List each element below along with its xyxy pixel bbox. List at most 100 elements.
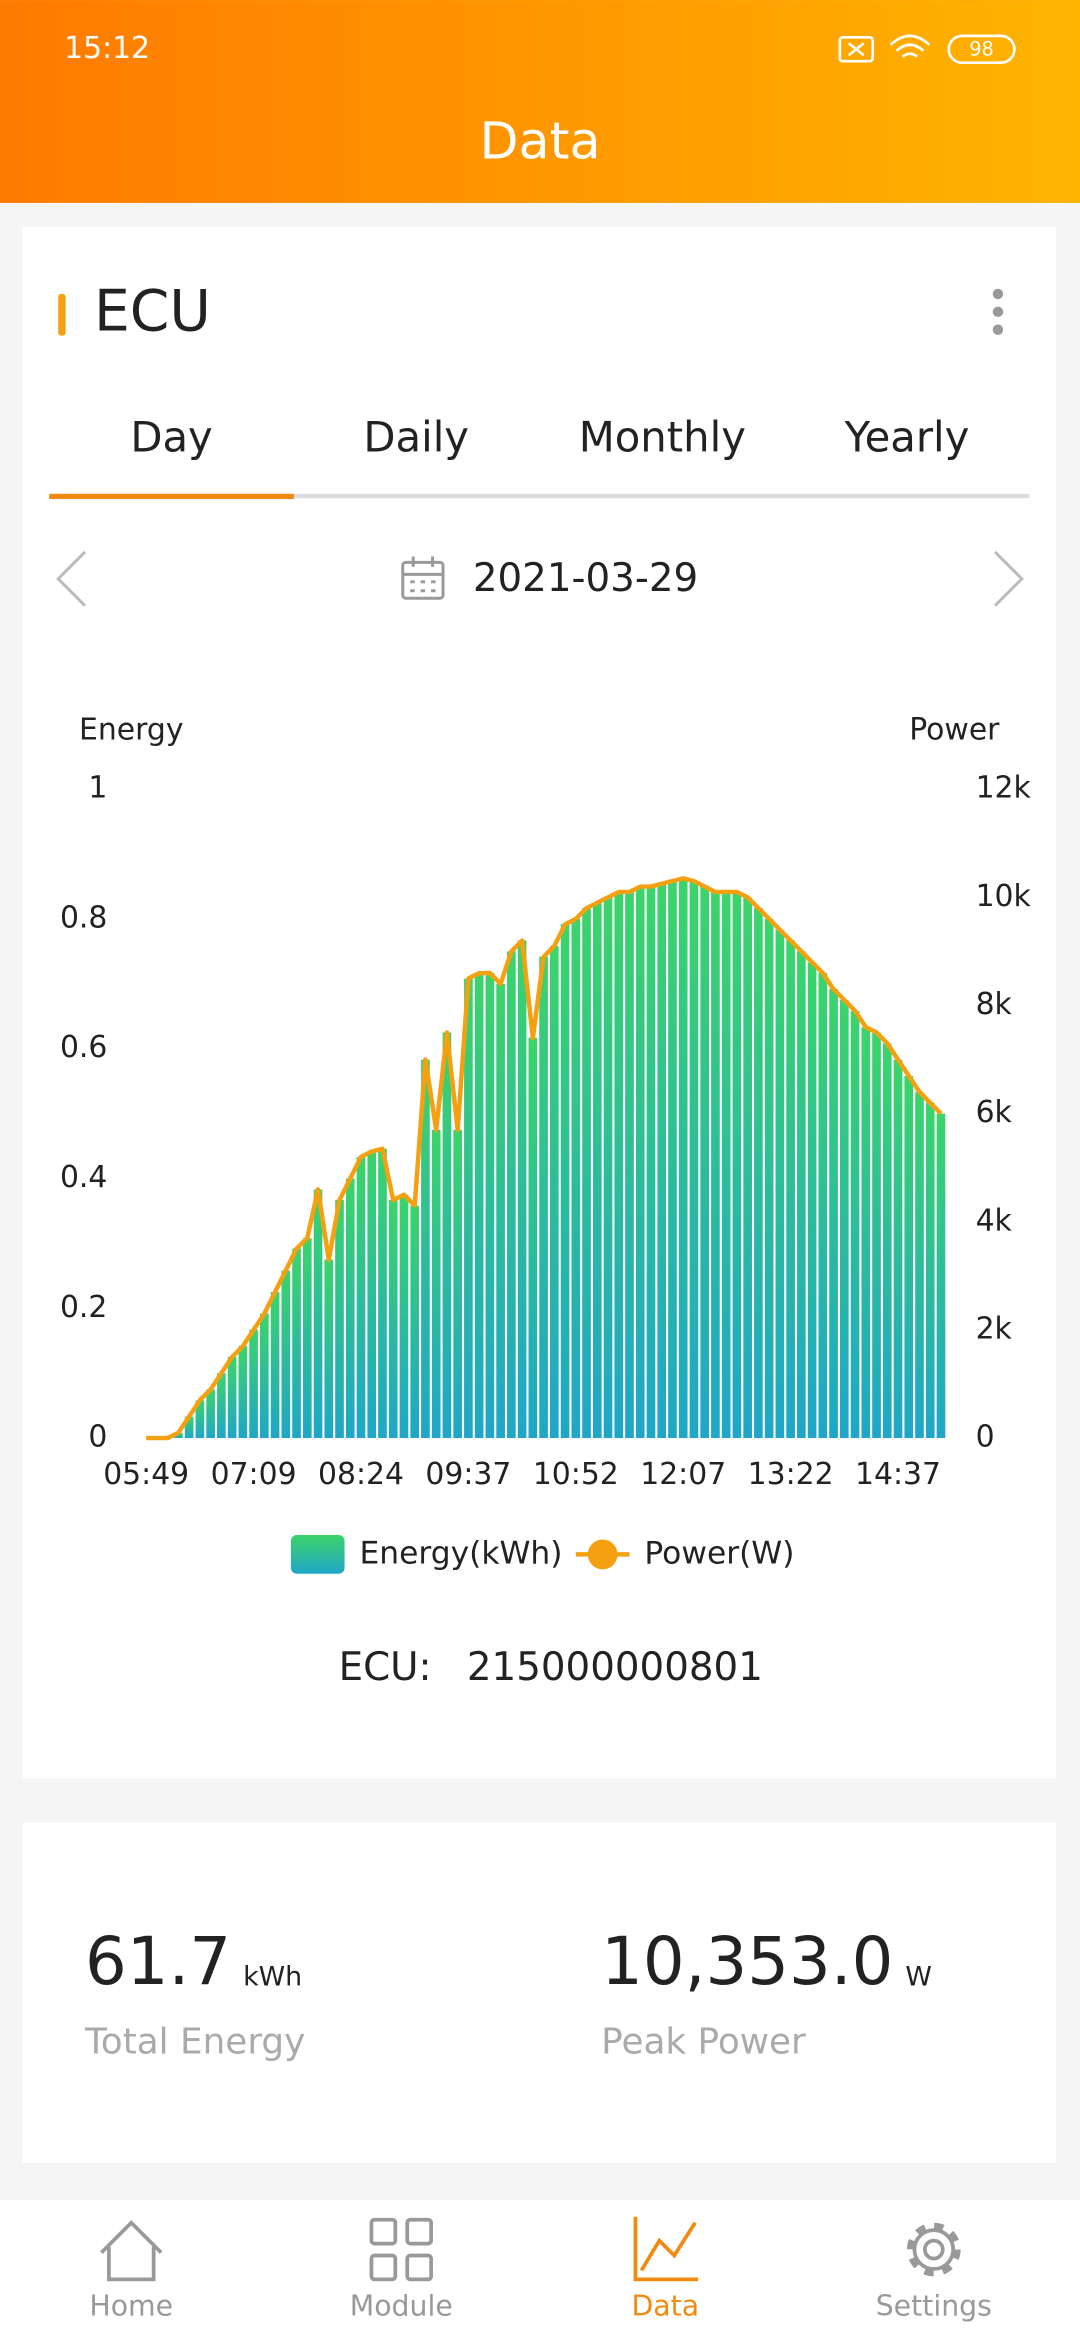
bar — [496, 983, 505, 1439]
legend-label: Power(W) — [644, 1535, 794, 1571]
bar — [174, 1432, 183, 1439]
bar — [861, 1027, 871, 1439]
bar — [335, 1199, 344, 1439]
nav-settings[interactable]: Settings — [876, 2222, 992, 2323]
bar — [474, 972, 484, 1439]
bar — [442, 1032, 452, 1439]
next-button[interactable] — [993, 550, 1024, 607]
bar — [915, 1092, 924, 1439]
bar — [936, 1113, 946, 1439]
bar — [539, 956, 548, 1439]
bar — [571, 918, 581, 1439]
bar — [206, 1389, 215, 1439]
nav-module[interactable]: Module — [350, 2217, 453, 2323]
bar — [925, 1102, 935, 1439]
header-title: Data — [479, 112, 600, 171]
bar — [528, 1037, 538, 1439]
legend-swatch — [587, 1539, 618, 1570]
x-tick-label: 07:09 — [211, 1457, 297, 1492]
title-accent — [58, 293, 66, 336]
more-menu[interactable] — [992, 288, 1004, 335]
summary-value: 10,353.0 — [601, 1924, 893, 2000]
y-tick-label: 0.8 — [60, 900, 107, 935]
nav-data[interactable]: Data — [631, 2216, 699, 2323]
chart: Energy Power 0 0.2 0.4 0.6 0.8 1 0 2k 4k 6k 8k 10k 12k… — [60, 712, 1032, 1574]
bar — [839, 1000, 849, 1439]
tab[interactable]: Daily — [363, 413, 469, 462]
bar — [700, 886, 710, 1439]
bar — [399, 1194, 409, 1439]
bar — [668, 881, 677, 1439]
y-tick-label: 1 — [88, 771, 107, 806]
bar — [345, 1178, 355, 1439]
bar — [270, 1292, 280, 1439]
bar — [818, 972, 828, 1439]
y-tick-label: 0.2 — [60, 1290, 107, 1325]
summary-unit: W — [905, 1962, 932, 1993]
bar — [603, 897, 613, 1439]
bar — [549, 946, 559, 1439]
status-time: 15:12 — [64, 31, 150, 66]
y-axis-title: Energy — [79, 712, 183, 747]
bar — [754, 907, 763, 1439]
bar — [453, 1129, 462, 1439]
bar — [324, 1259, 334, 1439]
bar — [743, 897, 752, 1439]
y2-tick-label: 0 — [976, 1420, 995, 1455]
y2-axis-title: Power — [909, 712, 1000, 747]
summary-unit: kWh — [243, 1962, 302, 1993]
bar — [625, 891, 634, 1439]
bar — [431, 1129, 441, 1439]
bar — [882, 1043, 892, 1439]
x-tick-label: 08:24 — [318, 1457, 404, 1492]
battery-level: 98 — [969, 38, 994, 61]
summary-label: Total Energy — [84, 2022, 305, 2063]
bar — [356, 1157, 366, 1439]
bar — [850, 1011, 860, 1439]
y2-tick-label: 6k — [976, 1095, 1013, 1130]
y2-tick-label: 10k — [976, 879, 1032, 914]
bar — [646, 886, 656, 1439]
card-title: ECU — [94, 278, 211, 344]
bar — [764, 918, 774, 1439]
x-tick-label: 13:22 — [748, 1457, 834, 1492]
nav-label[interactable]: Home — [89, 2290, 173, 2323]
nav-label[interactable]: Data — [631, 2290, 699, 2323]
summary-value: 61.7 — [85, 1924, 231, 2000]
bar — [592, 902, 602, 1439]
x-tick-label: 05:49 — [103, 1457, 189, 1492]
status-icons — [838, 34, 1016, 65]
bar — [732, 891, 742, 1439]
tab[interactable]: Monthly — [579, 413, 746, 462]
nav-label[interactable]: Module — [350, 2290, 453, 2323]
bar — [507, 951, 516, 1439]
summary-label: Peak Power — [601, 2022, 806, 2063]
y2-tick-label: 2k — [976, 1311, 1013, 1346]
bar — [281, 1270, 291, 1439]
bar — [184, 1416, 194, 1439]
bar — [560, 924, 570, 1439]
bar — [614, 891, 624, 1439]
header — [0, 0, 1080, 203]
tab[interactable]: Yearly — [844, 413, 970, 462]
bar — [657, 883, 667, 1439]
bar — [249, 1329, 258, 1439]
legend-label: Energy(kWh) — [360, 1535, 563, 1571]
bar — [872, 1032, 881, 1439]
bar — [797, 951, 806, 1439]
bar — [485, 972, 495, 1439]
x-tick-label: 12:07 — [640, 1457, 726, 1492]
nav-label[interactable]: Settings — [876, 2290, 992, 2323]
date[interactable]: 2021-03-29 — [473, 556, 698, 601]
y-tick-label: 0 — [88, 1420, 107, 1455]
nav-home[interactable]: Home — [89, 2220, 173, 2323]
bar — [904, 1075, 914, 1439]
prev-button[interactable] — [56, 550, 87, 607]
tab[interactable]: Day — [130, 413, 212, 462]
bar — [689, 881, 699, 1439]
ecu-label: ECU: — [339, 1645, 432, 1690]
calendar-icon[interactable] — [401, 556, 445, 600]
bar — [711, 891, 720, 1439]
